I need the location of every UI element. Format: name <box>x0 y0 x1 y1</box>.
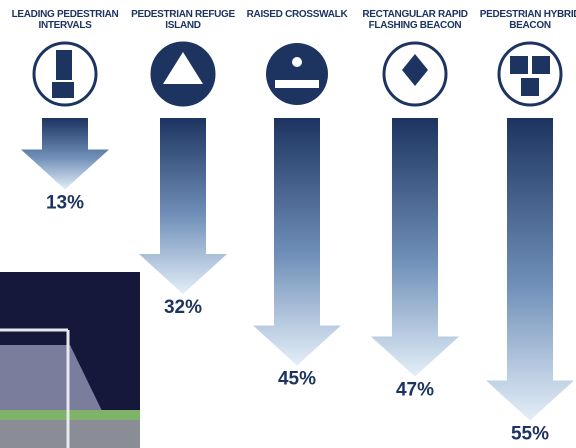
arrow <box>253 118 341 366</box>
icon <box>532 56 550 74</box>
value-label: 55% <box>511 423 549 444</box>
arrow <box>486 118 574 421</box>
icons <box>32 41 563 107</box>
category-label: RECTANGULAR RAPID FLASHING BEACON <box>362 9 468 31</box>
value-label: 45% <box>278 368 316 389</box>
icon <box>163 52 203 84</box>
value-label: 32% <box>164 297 202 318</box>
category-label: PEDESTRIAN HYBRID BEACON <box>479 9 576 31</box>
value-label: 13% <box>46 192 84 213</box>
icon <box>292 57 302 67</box>
category-label: RAISED CROSSWALK <box>246 9 348 20</box>
icon <box>402 54 428 86</box>
category-label: PEDESTRIAN REFUGE ISLAND <box>131 9 235 31</box>
icon <box>275 80 319 88</box>
arrow <box>139 118 227 294</box>
arrow <box>371 118 459 377</box>
value-label: 47% <box>396 379 434 400</box>
arrow <box>21 118 109 190</box>
category-label: LEADING PEDESTRIAN INTERVALS <box>11 9 119 31</box>
photo <box>0 272 140 448</box>
icon <box>521 78 539 96</box>
icon <box>510 56 528 74</box>
icon <box>266 43 328 105</box>
icon <box>56 50 72 80</box>
icon <box>52 82 74 98</box>
